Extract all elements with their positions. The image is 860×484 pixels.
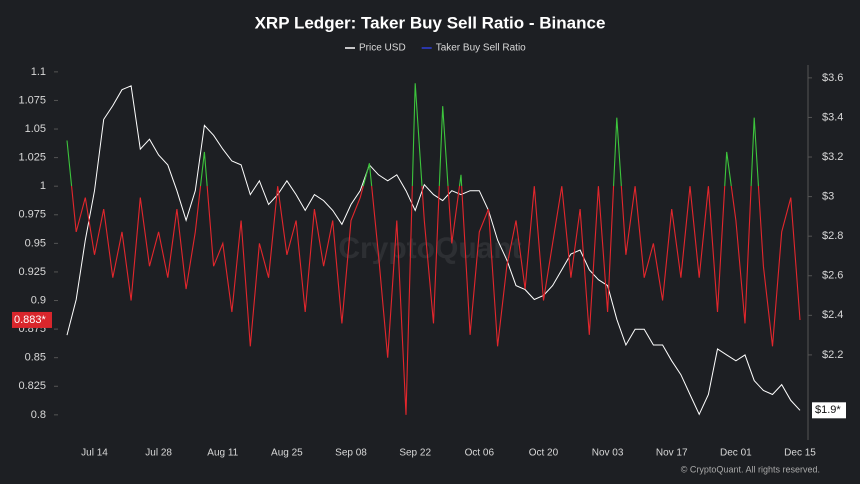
current-ratio-label: 0.883* — [14, 314, 47, 326]
y2-tick-label: $2.2 — [822, 349, 843, 361]
x-tick-label: Sep 22 — [399, 448, 431, 459]
chart-title: XRP Ledger: Taker Buy Sell Ratio - Binan… — [255, 13, 606, 32]
x-tick-label: Oct 20 — [529, 448, 559, 459]
x-tick-label: Nov 03 — [592, 448, 624, 459]
y-tick-label: 1.075 — [18, 94, 46, 106]
x-tick-label: Dec 15 — [784, 448, 816, 459]
y-tick-label: 1.05 — [25, 123, 46, 135]
y2-tick-label: $2.8 — [822, 230, 843, 242]
y-tick-label: 1.025 — [18, 152, 46, 164]
series-line — [66, 83, 801, 415]
x-tick-label: Sep 08 — [335, 448, 367, 459]
y-tick-label: 0.975 — [18, 209, 46, 221]
y-tick-label: 0.9 — [31, 294, 46, 306]
y2-tick-label: $2.6 — [822, 270, 843, 282]
credit: © CryptoQuant. All rights reserved. — [681, 464, 820, 474]
y-tick-label: 0.95 — [25, 237, 46, 249]
y-tick-label: 0.85 — [25, 352, 46, 364]
current-price-badge — [812, 402, 846, 419]
x-tick-label: Oct 06 — [465, 448, 495, 459]
x-tick-label: Jul 28 — [145, 448, 172, 459]
y-tick-label: 0.925 — [18, 266, 46, 278]
watermark: CryptoQuant — [338, 232, 521, 265]
x-tick-label: Aug 25 — [271, 448, 303, 459]
y-tick-label: 0.8 — [31, 409, 46, 421]
current-ratio-badge — [12, 311, 52, 328]
legend-label: Taker Buy Sell Ratio — [436, 43, 526, 54]
x-tick-label: Dec 01 — [720, 448, 752, 459]
y2-tick-label: $3.4 — [822, 111, 843, 123]
x-tick-label: Nov 17 — [656, 448, 688, 459]
y2-tick-label: $3.2 — [822, 151, 843, 163]
series-line — [66, 85, 801, 416]
x-tick-label: Jul 14 — [81, 448, 108, 459]
y2-tick-label: $3.6 — [822, 72, 843, 84]
y-tick-label: 0.825 — [18, 380, 46, 392]
x-tick-label: Aug 11 — [207, 448, 238, 459]
y-tick-label: 1.1 — [31, 66, 46, 78]
y2-tick-label: $2.4 — [822, 309, 843, 321]
y2-tick-label: $3 — [822, 191, 834, 203]
legend-label: Price USD — [359, 43, 406, 54]
y-tick-label: 1 — [40, 180, 46, 192]
current-price-label: $1.9* — [815, 404, 841, 416]
